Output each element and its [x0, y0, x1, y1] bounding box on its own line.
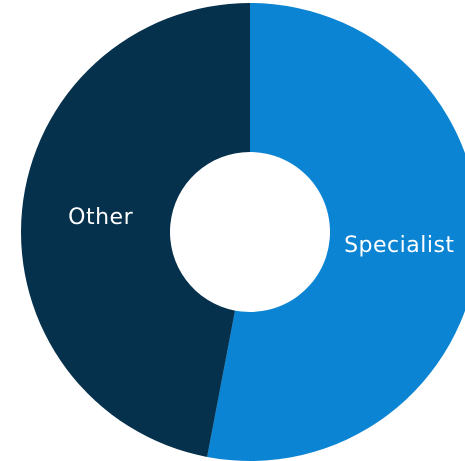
slice-label: Specialist — [344, 233, 454, 258]
slice-label: Other — [68, 205, 133, 230]
slice — [20, 3, 250, 457]
slice — [207, 3, 465, 461]
